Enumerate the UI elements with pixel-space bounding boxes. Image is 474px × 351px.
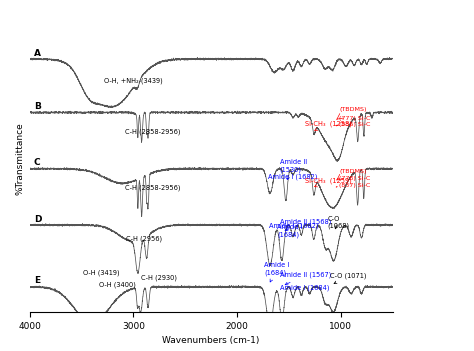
Text: C: C [34, 158, 40, 167]
Text: (836) Si-C: (836) Si-C [339, 122, 371, 127]
Text: O-H (3419): O-H (3419) [83, 269, 119, 276]
Text: Si-CH₃  (1258): Si-CH₃ (1258) [305, 121, 352, 131]
Y-axis label: %Transmittance: %Transmittance [15, 122, 24, 195]
Text: (TBDMS): (TBDMS) [339, 169, 367, 174]
Text: (TBDMS): (TBDMS) [339, 107, 367, 112]
Text: A: A [34, 48, 41, 58]
Text: C-H (2858-2956): C-H (2858-2956) [125, 185, 181, 191]
Text: B: B [34, 102, 41, 111]
Text: Si-CH₃  (1259): Si-CH₃ (1259) [305, 177, 352, 187]
Text: Amide I
(1684): Amide I (1684) [277, 224, 303, 238]
Text: (777) Si-C: (777) Si-C [339, 115, 371, 121]
Text: D: D [34, 214, 41, 224]
Text: (778) Si-C: (778) Si-C [339, 176, 371, 181]
Text: C-O
(1068): C-O (1068) [327, 216, 349, 229]
Text: C-H (2956): C-H (2956) [126, 236, 162, 242]
Text: Amide I
(1684): Amide I (1684) [264, 262, 289, 282]
Text: Amide II (1567): Amide II (1567) [280, 272, 331, 285]
Text: Amide II
(1530): Amide II (1530) [280, 159, 307, 179]
Text: E: E [34, 277, 40, 285]
Text: O-H, +NH₂ (3439): O-H, +NH₂ (3439) [104, 78, 163, 84]
Text: C-O (1071): C-O (1071) [330, 272, 367, 284]
Text: Amide I (1682): Amide I (1682) [269, 223, 319, 229]
Text: C-H (2858-2956): C-H (2858-2956) [125, 128, 181, 135]
Text: (837) Si-C: (837) Si-C [339, 183, 371, 188]
Text: Amide I (1684): Amide I (1684) [280, 285, 329, 291]
Text: O-H (3400): O-H (3400) [100, 281, 136, 288]
X-axis label: Wavenumbers (cm-1): Wavenumbers (cm-1) [163, 337, 260, 345]
Text: Amide I (1682): Amide I (1682) [268, 173, 318, 180]
Text: Amide II (1568): Amide II (1568) [280, 218, 331, 231]
Text: C-H (2930): C-H (2930) [141, 275, 177, 281]
